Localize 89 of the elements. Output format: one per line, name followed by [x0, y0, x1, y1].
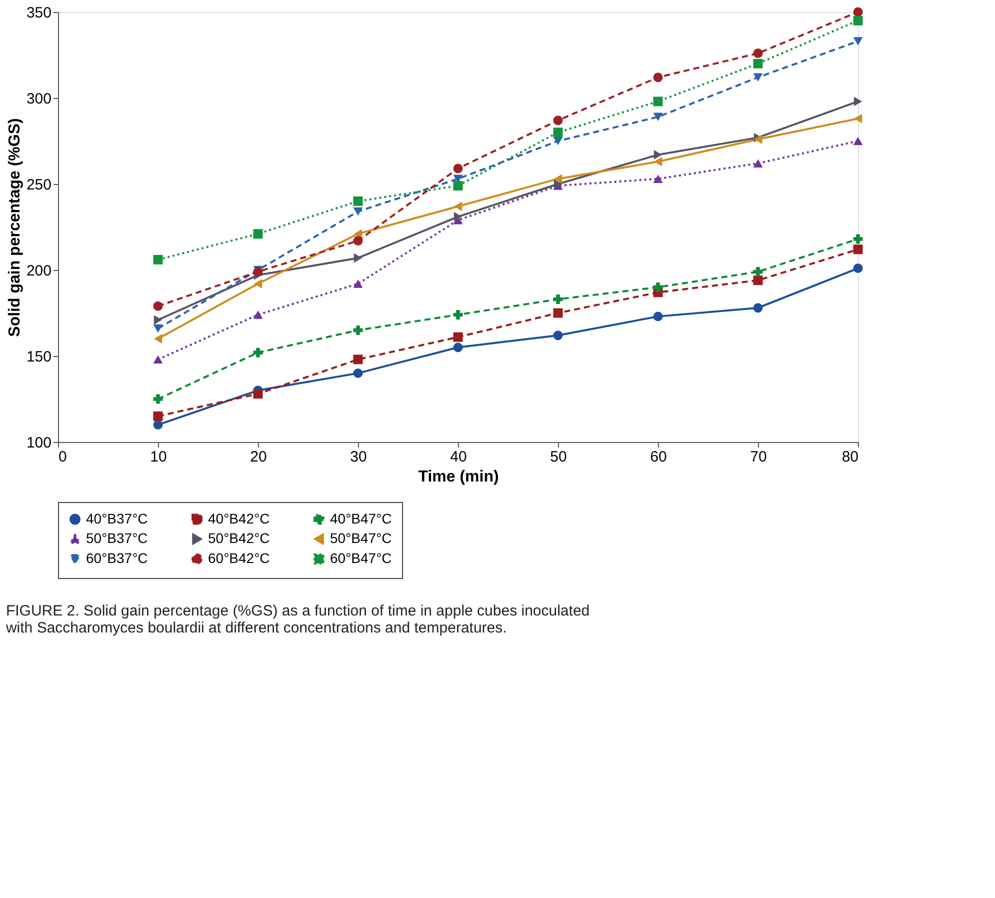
point: [553, 116, 563, 126]
legend-label: 40°B47°C: [330, 510, 392, 526]
point: [853, 7, 863, 17]
point: [153, 394, 163, 404]
legend-label: 60°B37°C: [86, 550, 148, 566]
point: [153, 411, 163, 421]
point: [653, 112, 663, 122]
point: [254, 279, 262, 289]
point: [654, 156, 662, 166]
x-axis-title: Time (min): [418, 468, 499, 486]
point: [253, 310, 263, 319]
legend-label: 50°B42°C: [208, 530, 270, 546]
point: [853, 234, 863, 244]
point: [653, 96, 663, 106]
legend-label: 40°B42°C: [208, 510, 270, 526]
point: [453, 164, 463, 174]
point: [553, 330, 563, 340]
point: [153, 355, 163, 364]
point: [553, 128, 563, 138]
point: [153, 254, 163, 264]
point: [753, 159, 763, 168]
point: [753, 58, 763, 68]
x-tick-label: 10: [150, 448, 167, 466]
point: [353, 325, 363, 335]
point: [453, 332, 463, 342]
point: [453, 310, 463, 320]
point: [654, 150, 662, 160]
point: [353, 368, 363, 378]
point: [153, 324, 163, 333]
point: [253, 229, 263, 239]
point: [853, 37, 863, 46]
point: [553, 136, 563, 146]
point: [453, 180, 463, 190]
point: [454, 212, 462, 222]
point: [753, 48, 763, 58]
x-tick-label: 40: [450, 448, 467, 466]
legend-label: 50°B37°C: [86, 530, 148, 546]
point: [454, 202, 462, 212]
legend-label: 50°B47°C: [330, 530, 392, 546]
caption: FIGURE 2. Solid gain percentage (%GS) as a function of time in apple cubes inoculated with Saccharomyces boulardii at different concentrations and temperatures.: [4, 602, 590, 636]
point: [653, 312, 663, 322]
y-tick-label: 200: [26, 262, 52, 280]
x-tick-label: 50: [550, 448, 567, 466]
point: [553, 294, 563, 304]
x-tick-label: 0: [58, 448, 67, 466]
y-tick-label: 150: [26, 348, 52, 366]
point: [653, 72, 663, 82]
point: [153, 301, 163, 311]
point: [353, 236, 363, 246]
x-tick-label: 70: [750, 448, 767, 466]
legend-label: 60°B47°C: [330, 550, 392, 566]
x-tick-label: 30: [350, 448, 367, 466]
point: [253, 348, 263, 358]
point: [853, 16, 863, 26]
point: [854, 96, 862, 106]
x-tick-label: 60: [650, 448, 667, 466]
point: [353, 354, 363, 364]
point: [853, 244, 863, 254]
point: [753, 276, 763, 286]
point: [354, 253, 362, 263]
point: [853, 136, 863, 146]
point: [354, 229, 362, 239]
point: [353, 207, 363, 216]
point: [853, 264, 863, 274]
point: [453, 342, 463, 352]
x-tick-label: 80: [842, 448, 858, 466]
y-tick-label: 100: [26, 434, 52, 452]
point: [753, 73, 763, 82]
y-tick-label: 250: [26, 176, 52, 194]
legend-label: 60°B42°C: [208, 550, 270, 566]
point: [653, 174, 663, 183]
point: [653, 282, 663, 292]
point: [854, 114, 862, 124]
point: [154, 334, 162, 344]
point: [154, 315, 162, 325]
point: [353, 280, 363, 288]
point: [554, 174, 562, 184]
point: [153, 420, 163, 430]
x-tick-label: 20: [250, 448, 267, 466]
point: [553, 308, 563, 318]
point: [753, 303, 763, 313]
point: [753, 266, 763, 276]
legend-label: 40°B37°C: [86, 510, 148, 526]
point: [253, 389, 263, 399]
y-tick-label: 300: [26, 90, 52, 108]
point: [554, 179, 562, 189]
y-axis-title: Solid gain percentage (%GS): [6, 118, 24, 337]
point: [353, 196, 363, 206]
y-tick-label: 350: [26, 4, 52, 22]
